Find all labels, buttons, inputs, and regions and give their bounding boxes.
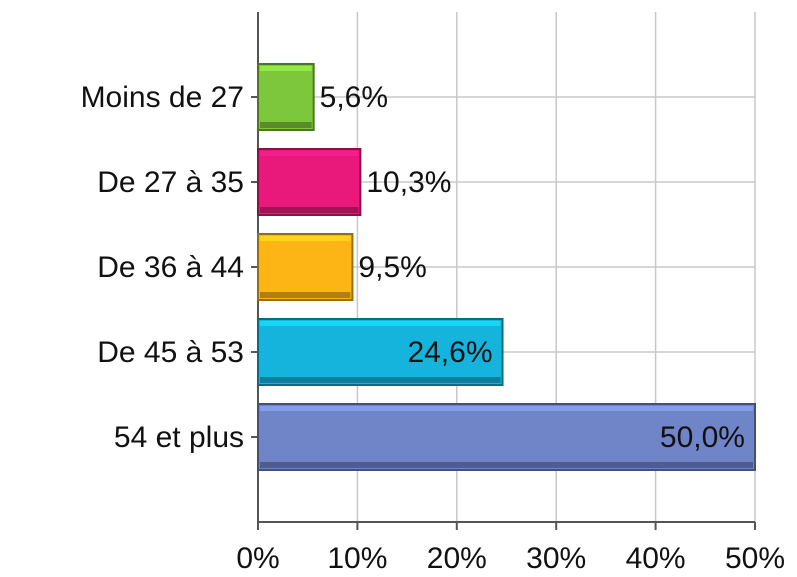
x-tick-label: 0%	[236, 542, 279, 575]
bar-highlight	[260, 66, 312, 71]
bar-shadow	[260, 207, 359, 213]
bar	[257, 403, 756, 471]
value-label: 50,0%	[660, 421, 745, 454]
y-tick-label: Moins de 27	[81, 81, 244, 114]
y-tick-label: De 36 à 44	[97, 251, 244, 284]
x-tick-label: 30%	[526, 542, 586, 575]
bar-shadow	[260, 292, 351, 298]
bar-shadow	[260, 462, 753, 468]
bar-highlight	[260, 236, 351, 241]
value-label: 10,3%	[366, 166, 451, 199]
value-label: 24,6%	[407, 336, 492, 369]
y-tick-label: De 27 à 35	[97, 166, 244, 199]
y-tick-label: 54 et plus	[114, 421, 244, 454]
x-tick-label: 40%	[626, 542, 686, 575]
x-tick-label: 10%	[327, 542, 387, 575]
bar-highlight	[260, 151, 359, 156]
bar	[257, 63, 315, 131]
bar	[257, 233, 354, 301]
bar-highlight	[260, 406, 753, 411]
x-tick-label: 50%	[725, 542, 785, 575]
x-tick-label: 20%	[427, 542, 487, 575]
bar-shadow	[260, 122, 312, 128]
value-label: 9,5%	[358, 251, 426, 284]
bar	[257, 148, 362, 216]
value-label: 5,6%	[320, 81, 388, 114]
bar	[257, 318, 504, 386]
bar-highlight	[260, 321, 501, 326]
y-tick-label: De 45 à 53	[97, 336, 244, 369]
bar-shadow	[260, 377, 501, 383]
